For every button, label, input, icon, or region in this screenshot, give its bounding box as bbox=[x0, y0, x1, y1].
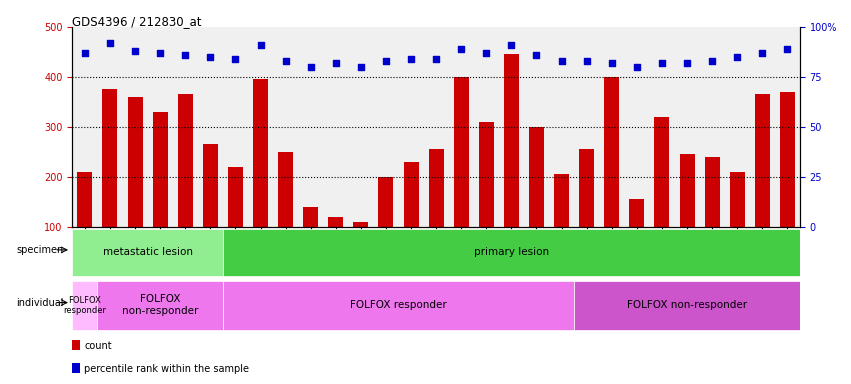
Point bbox=[680, 60, 694, 66]
Bar bbox=[72, 281, 97, 330]
Text: metastatic lesion: metastatic lesion bbox=[103, 247, 192, 258]
Point bbox=[279, 58, 293, 64]
Point bbox=[555, 58, 568, 64]
Point bbox=[380, 58, 393, 64]
Bar bbox=[203, 144, 218, 227]
Bar bbox=[403, 162, 419, 227]
Bar bbox=[479, 122, 494, 227]
Bar bbox=[630, 199, 644, 227]
Point bbox=[254, 42, 267, 48]
Bar bbox=[554, 174, 569, 227]
Bar bbox=[223, 281, 574, 330]
Point bbox=[780, 46, 794, 52]
Point bbox=[129, 48, 142, 54]
Bar bbox=[152, 112, 168, 227]
Bar bbox=[128, 97, 143, 227]
Bar bbox=[328, 217, 343, 227]
Bar bbox=[102, 89, 117, 227]
Point bbox=[756, 50, 769, 56]
Bar bbox=[72, 363, 80, 373]
Bar bbox=[228, 167, 243, 227]
Bar bbox=[303, 207, 318, 227]
Point bbox=[655, 60, 669, 66]
Bar bbox=[705, 157, 720, 227]
Bar bbox=[429, 149, 443, 227]
Point bbox=[580, 58, 593, 64]
Bar bbox=[278, 152, 293, 227]
Text: FOLFOX responder: FOLFOX responder bbox=[350, 300, 447, 310]
Text: count: count bbox=[84, 341, 111, 351]
Text: individual: individual bbox=[16, 298, 64, 308]
Point bbox=[179, 52, 192, 58]
Point bbox=[229, 56, 243, 62]
Text: specimen: specimen bbox=[16, 245, 64, 255]
Point bbox=[505, 42, 518, 48]
Point bbox=[354, 64, 368, 70]
Point bbox=[529, 52, 543, 58]
Point bbox=[730, 54, 744, 60]
Bar bbox=[379, 177, 393, 227]
Point bbox=[103, 40, 117, 46]
Point bbox=[630, 64, 643, 70]
Bar bbox=[77, 172, 93, 227]
Bar bbox=[529, 127, 544, 227]
Bar bbox=[604, 77, 620, 227]
Bar bbox=[353, 222, 368, 227]
Bar bbox=[454, 77, 469, 227]
Point bbox=[479, 50, 493, 56]
Text: FOLFOX
non-responder: FOLFOX non-responder bbox=[122, 295, 198, 316]
Point bbox=[78, 50, 92, 56]
Point bbox=[605, 60, 619, 66]
Point bbox=[329, 60, 343, 66]
Bar bbox=[729, 172, 745, 227]
Text: primary lesion: primary lesion bbox=[474, 247, 549, 258]
Bar bbox=[755, 94, 770, 227]
Point bbox=[304, 64, 317, 70]
Bar bbox=[654, 117, 670, 227]
Bar bbox=[72, 340, 80, 350]
Bar bbox=[574, 281, 800, 330]
Point bbox=[429, 56, 443, 62]
Text: FOLFOX non-responder: FOLFOX non-responder bbox=[627, 300, 747, 310]
Text: FOLFOX
responder: FOLFOX responder bbox=[63, 296, 106, 315]
Bar bbox=[504, 55, 519, 227]
Point bbox=[153, 50, 167, 56]
Bar bbox=[97, 281, 223, 330]
Bar bbox=[223, 228, 800, 276]
Bar bbox=[580, 149, 594, 227]
Bar bbox=[178, 94, 193, 227]
Point bbox=[203, 54, 217, 60]
Point bbox=[454, 46, 468, 52]
Bar bbox=[253, 79, 268, 227]
Bar bbox=[679, 154, 694, 227]
Bar bbox=[72, 228, 223, 276]
Point bbox=[705, 58, 719, 64]
Text: GDS4396 / 212830_at: GDS4396 / 212830_at bbox=[72, 15, 202, 28]
Bar bbox=[780, 92, 795, 227]
Text: percentile rank within the sample: percentile rank within the sample bbox=[84, 364, 249, 374]
Point bbox=[404, 56, 418, 62]
